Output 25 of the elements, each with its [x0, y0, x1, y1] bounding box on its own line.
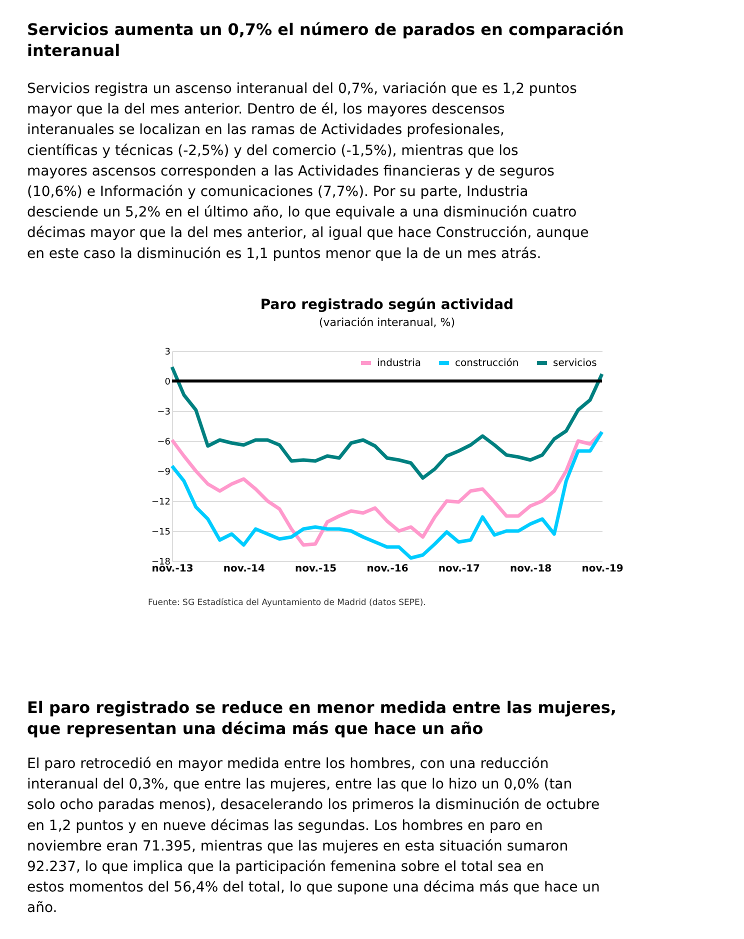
- chart-subtitle: (variación interanual, %): [318, 316, 456, 329]
- y-tick-label: −6: [157, 438, 171, 448]
- text: El paro registrado se reduce en menor medida entre las mujeres, que representan una décima más que hace un año: [27, 698, 616, 738]
- y-tick-label: −3: [157, 408, 170, 418]
- line-series: [170, 365, 604, 480]
- x-tick-label: nov.-15: [295, 564, 337, 574]
- source-note: Fuente: SG Estadística del Ayuntamiento de Madrid (datos SEPE).: [148, 598, 426, 608]
- legend-label: construcción: [455, 358, 519, 369]
- x-tick-label: nov.-16: [366, 564, 408, 574]
- y-tick-label: −15: [152, 528, 170, 538]
- x-tick-label: nov.-14: [223, 564, 265, 574]
- y-tick-label: −12: [152, 498, 170, 508]
- x-tick-label: nov.-17: [438, 564, 480, 574]
- x-tick-label: nov.-19: [582, 564, 624, 574]
- y-tick-label: 0: [164, 378, 171, 388]
- text: El paro retrocedió en mayor medida entre los hombres, con una reducción interanual del 0,3%, que entre las mujeres, entre las que lo hizo un 0,0% (tan solo ocho paradas menos), desacelerando los primeros la disminución de octubre en 1,2 puntos y en nueve décimas las segundas. Los hombres en paro en noviembre eran 71.395, mientras que las mujeres en esta situación sumaron 92.237, lo que implica que la participación femenina sobre el total sea en estos momentos del 56,4% del total, lo que supone una décima más que hace un año.: [27, 756, 600, 916]
- legend-label: servicios: [553, 358, 597, 369]
- text: Servicios registra un ascenso interanual del 0,7%, variación que es 1,2 puntos mayor que la del mes anterior. Dentro de él, los mayores descensos interanuales se localizan en las ramas de Actividades profesionales, científicas y técnicas (-2,5%) y del comercio (-1,5%), mientras que los mayores ascensos corresponden a las Actividades financieras y de seguros (10,6%) e Información y comunicaciones (7,7%). Por su parte, Industria desciende un 5,2% en el último año, lo que equivale a una disminución cuatro décimas mayor que la del mes anterior, al igual que hace Construcción, aunque en este caso la disminución es 1,1 puntos menor que la de un mes atrás.: [27, 81, 589, 262]
- x-tick-label: nov.-13: [152, 564, 194, 574]
- y-tick-label: 3: [164, 348, 170, 358]
- legend-label: industria: [377, 358, 421, 369]
- y-tick-label: −9: [157, 468, 171, 478]
- text: Servicios aumenta un 0,7% el número de parados en comparación interanual: [27, 20, 624, 60]
- chart-title: Paro registrado según actividad: [260, 297, 514, 313]
- x-tick-label: nov.-18: [510, 564, 552, 574]
